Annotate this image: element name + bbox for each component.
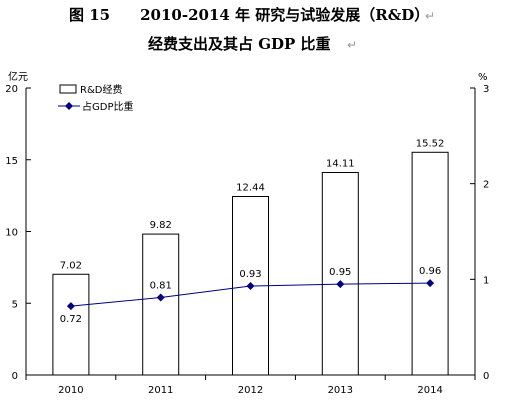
bar-value-label: 12.44 [236,182,265,193]
line-point [426,279,435,288]
right-axis-tick-label: 0 [483,371,489,382]
line-value-label: 0.95 [329,267,351,278]
bar-value-label: 14.11 [326,159,355,170]
bar-value-label: 7.02 [60,260,82,271]
chart-title-line-2: 经费支出及其占 GDP 比重 [148,35,331,53]
line-point [336,280,345,289]
x-axis-tick-label: 2013 [328,385,353,396]
left-axis-tick-label: 10 [5,228,18,239]
left-axis-tick-label: 5 [12,299,18,310]
x-axis-tick-label: 2010 [58,385,83,396]
chart-title-line-1-mark: ↵ [425,9,435,23]
line-value-label: 0.93 [239,269,261,280]
bar [321,172,359,376]
line-value-label: 0.96 [419,266,441,277]
left-axis-tick-label: 15 [5,156,18,167]
bar [52,273,90,376]
bar [411,151,449,376]
legend-swatch-marker [65,102,73,110]
legend-label-bar: R&D经费 [80,83,122,96]
x-axis-tick-label: 2012 [238,385,263,396]
x-axis-tick-label: 2011 [148,385,173,396]
bar-value-label: 15.52 [416,138,445,149]
right-axis-tick-label: 1 [483,275,489,286]
legend-swatch-bar [59,84,77,94]
line-point [66,302,75,311]
right-axis-tick-label: 2 [483,180,489,191]
right-axis-unit: % [478,72,488,83]
line-series [66,279,435,311]
chart-title-line-2-mark: ↵ [347,38,357,52]
chart-title-line-1: 图 15 2010-2014 年 研究与试验发展（R&D） [69,6,429,24]
right-axis-tick-label: 3 [483,84,489,95]
left-axis-tick-label: 0 [12,371,18,382]
left-axis-unit: 亿元 [8,70,28,83]
bar [142,233,180,376]
line-point [156,293,165,302]
legend: R&D经费 占GDP比重 [58,83,133,113]
legend-label-line: 占GDP比重 [82,100,133,113]
chart-title: 图 15 2010-2014 年 研究与试验发展（R&D） ↵ 经费支出及其占 … [69,6,435,53]
x-axis-tick-label: 2014 [417,385,442,396]
line-value-label: 0.81 [150,281,172,292]
data-labels: 7.02 9.82 12.44 14.11 15.52 0.72 0.81 0.93 0.95 0… [60,138,445,325]
line-point [246,282,255,291]
left-axis-tick-label: 20 [5,84,18,95]
bar-value-label: 9.82 [150,220,172,231]
line-value-label: 0.72 [60,314,82,325]
bar-series [52,151,449,376]
